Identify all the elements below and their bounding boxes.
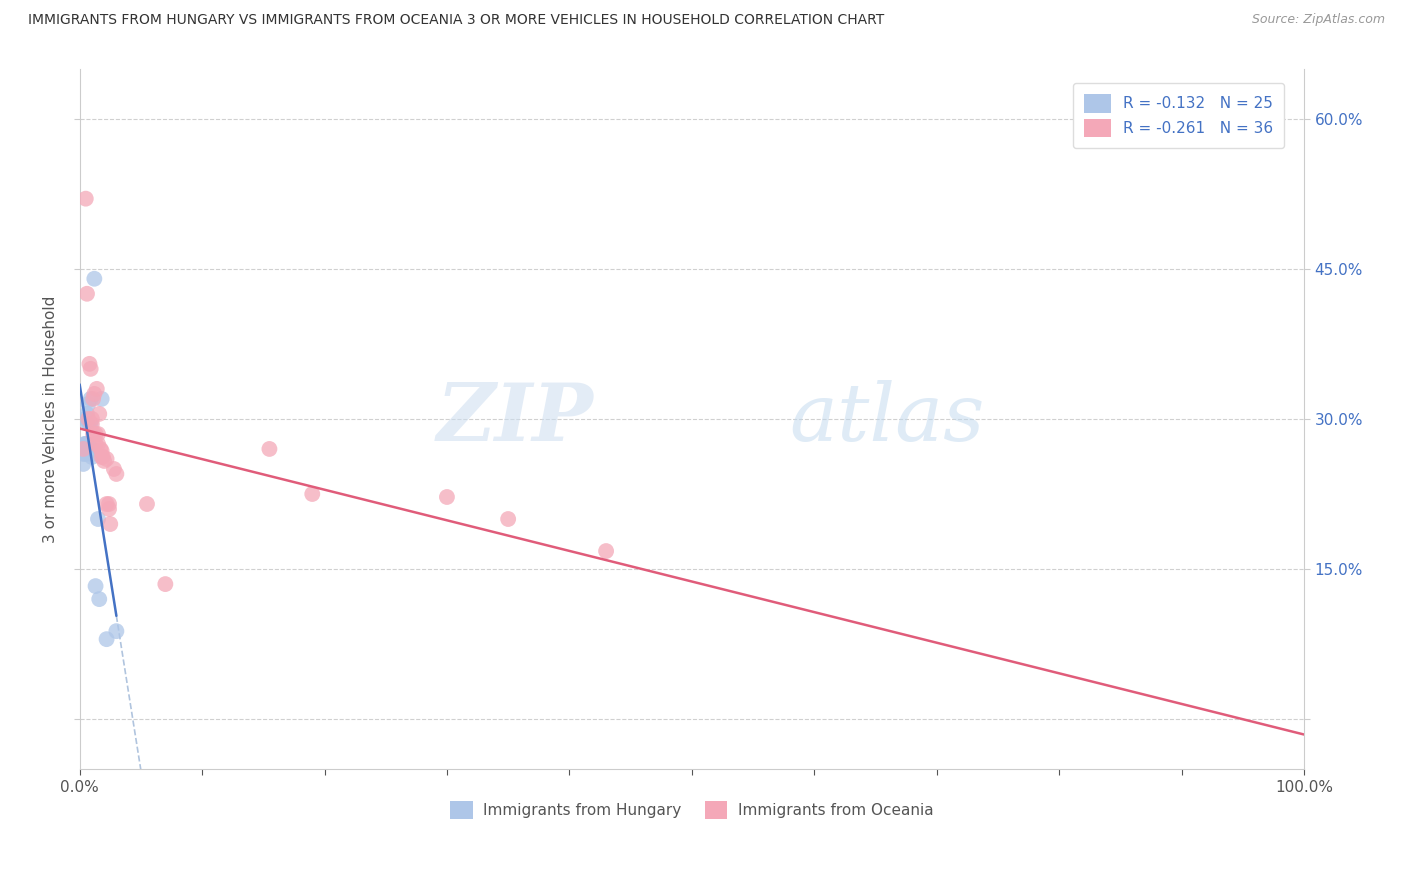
Point	[595, 544, 617, 558]
Point	[96, 497, 118, 511]
Point	[77, 417, 100, 431]
Point	[77, 442, 100, 456]
Point	[89, 407, 111, 421]
Point	[98, 516, 121, 531]
Point	[82, 392, 104, 406]
Point	[75, 447, 97, 461]
Point	[89, 592, 111, 607]
Point	[73, 437, 96, 451]
Point	[83, 272, 105, 286]
Point	[72, 442, 94, 456]
Point	[82, 426, 104, 441]
Y-axis label: 3 or more Vehicles in Household: 3 or more Vehicles in Household	[44, 295, 58, 542]
Point	[90, 392, 112, 406]
Point	[80, 447, 103, 461]
Point	[86, 382, 108, 396]
Point	[72, 457, 94, 471]
Point	[79, 362, 101, 376]
Point	[79, 357, 101, 371]
Point	[75, 437, 97, 451]
Point	[84, 437, 107, 451]
Point	[87, 426, 110, 441]
Point	[80, 442, 103, 456]
Point	[87, 437, 110, 451]
Point	[98, 502, 121, 516]
Point	[80, 417, 103, 431]
Text: atlas: atlas	[790, 380, 986, 458]
Point	[91, 450, 114, 464]
Point	[90, 444, 112, 458]
Point	[84, 579, 107, 593]
Point	[84, 426, 107, 441]
Point	[80, 450, 103, 464]
Point	[87, 512, 110, 526]
Point	[436, 490, 458, 504]
Point	[77, 397, 100, 411]
Point	[80, 412, 103, 426]
Point	[79, 444, 101, 458]
Text: ZIP: ZIP	[437, 380, 593, 458]
Point	[76, 437, 98, 451]
Point	[90, 450, 112, 464]
Point	[496, 512, 519, 526]
Point	[72, 447, 94, 461]
Text: IMMIGRANTS FROM HUNGARY VS IMMIGRANTS FROM OCEANIA 3 OR MORE VEHICLES IN HOUSEHO: IMMIGRANTS FROM HUNGARY VS IMMIGRANTS FR…	[28, 13, 884, 28]
Point	[105, 624, 128, 639]
Point	[75, 192, 97, 206]
Point	[76, 286, 98, 301]
Point	[105, 467, 128, 481]
Point	[75, 412, 97, 426]
Point	[136, 497, 159, 511]
Point	[103, 462, 125, 476]
Point	[76, 407, 98, 421]
Point	[83, 387, 105, 401]
Point	[98, 497, 121, 511]
Point	[79, 417, 101, 431]
Text: Source: ZipAtlas.com: Source: ZipAtlas.com	[1251, 13, 1385, 27]
Point	[96, 632, 118, 647]
Point	[96, 452, 118, 467]
Point	[259, 442, 281, 456]
Point	[77, 412, 100, 426]
Point	[155, 577, 177, 591]
Point	[89, 442, 111, 456]
Point	[79, 392, 101, 406]
Point	[79, 417, 101, 431]
Legend: Immigrants from Hungary, Immigrants from Oceania: Immigrants from Hungary, Immigrants from…	[444, 795, 941, 825]
Point	[93, 454, 115, 468]
Point	[301, 487, 323, 501]
